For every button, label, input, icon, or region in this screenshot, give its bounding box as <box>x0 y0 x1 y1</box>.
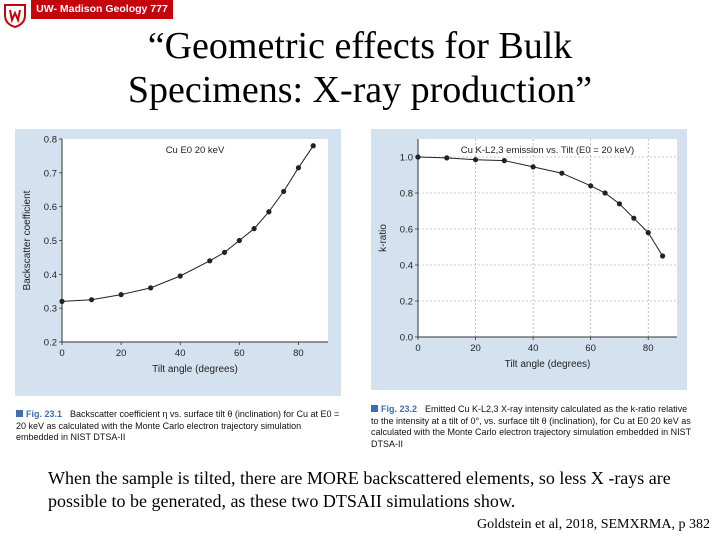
x-axis-label: Tilt angle (degrees) <box>505 359 591 370</box>
data-point <box>530 164 536 170</box>
plot-area <box>62 139 328 342</box>
chart-title: Cu E0 20 keV <box>166 145 225 156</box>
y-tick-label: 1.0 <box>400 153 413 164</box>
caption-number: Fig. 23.1 <box>26 409 63 419</box>
caption-number: Fig. 23.2 <box>381 404 418 414</box>
data-point <box>501 158 507 164</box>
data-point <box>281 188 287 195</box>
y-tick-label: 0.3 <box>44 304 57 315</box>
brand-banner: UW- Madison Geology 777 <box>31 0 173 19</box>
caption-bullet-icon <box>371 405 378 412</box>
caption-text: Emitted Cu K-L2,3 X-ray intensity calcul… <box>371 404 691 449</box>
data-point <box>59 298 65 304</box>
y-tick-label: 0.6 <box>400 225 413 236</box>
title-line-2: Specimens: X-ray production” <box>127 69 593 111</box>
chart-backscatter-svg: Cu E0 20 keV 0.2 0.3 0.4 0.5 0.6 0.7 0.8 0 20 40 60… <box>22 135 328 375</box>
caption-text: Backscatter coefficient η vs. surface ti… <box>16 409 340 442</box>
plot-area <box>418 139 677 337</box>
data-point <box>660 253 666 259</box>
x-tick-label: 20 <box>470 343 481 354</box>
data-point <box>118 292 124 298</box>
y-tick-label: 0.7 <box>44 168 57 179</box>
y-tick-label: 0.6 <box>44 202 57 213</box>
slide-title: “Geometric effects for Bulk Specimens: X… <box>40 24 680 112</box>
data-point <box>588 183 594 189</box>
data-point <box>310 143 316 149</box>
series-line <box>417 156 664 257</box>
y-tick-label: 0.5 <box>44 236 57 247</box>
chart-k-ratio-svg: Cu K-L2,3 emission vs. Tilt (E0 = 20 keV… <box>378 139 677 370</box>
x-tick-label: 20 <box>116 348 127 359</box>
crest-icon <box>4 4 26 28</box>
caption-fig-23-2: Fig. 23.2 Emitted Cu K-L2,3 X-ray intensi… <box>371 404 691 450</box>
data-point <box>177 273 183 279</box>
chart-title: Cu K-L2,3 emission vs. Tilt (E0 = 20 keV… <box>461 145 634 156</box>
caption-fig-23-1: Fig. 23.1 Backscatter coefficient η vs. s… <box>16 409 346 444</box>
data-point <box>88 297 95 303</box>
x-tick-label: 80 <box>643 343 654 354</box>
y-tick-label: 0.2 <box>400 297 413 308</box>
caption-bullet-icon <box>16 410 23 417</box>
data-point <box>295 165 302 171</box>
data-point <box>631 215 637 221</box>
data-point <box>251 226 257 232</box>
x-tick-label: 0 <box>59 348 64 359</box>
data-point <box>221 249 228 255</box>
x-tick-label: 0 <box>415 343 420 354</box>
data-point <box>266 209 272 215</box>
y-axis-label: Backscatter coefficient <box>22 190 33 290</box>
data-point <box>645 230 651 236</box>
y-tick-label: 0.0 <box>400 333 413 344</box>
x-tick-label: 60 <box>234 348 245 359</box>
y-tick-label: 0.2 <box>44 338 57 349</box>
x-tick-label: 40 <box>175 348 186 359</box>
y-tick-label: 0.4 <box>44 270 57 281</box>
y-tick-label: 0.4 <box>400 261 413 272</box>
data-point <box>415 154 421 160</box>
x-tick-label: 60 <box>585 343 596 354</box>
data-point <box>148 285 154 291</box>
x-tick-label: 40 <box>528 343 539 354</box>
chart-backscatter: Cu E0 20 keV 0.2 0.3 0.4 0.5 0.6 0.7 0.8 0 20 40 60… <box>15 129 341 396</box>
data-point <box>236 237 242 244</box>
data-point <box>444 155 450 161</box>
data-point <box>559 170 565 176</box>
body-text: When the sample is tilted, there are MOR… <box>48 468 671 511</box>
data-point <box>207 258 213 264</box>
y-tick-label: 0.8 <box>400 189 413 200</box>
data-point <box>616 201 623 207</box>
y-tick-label: 0.8 <box>44 135 57 146</box>
data-point <box>602 190 608 196</box>
citation: Goldstein et al, 2018, SEMXRMA, p 382 <box>477 517 710 532</box>
x-axis-label: Tilt angle (degrees) <box>152 364 238 375</box>
title-line-1: “Geometric effects for Bulk <box>147 25 573 67</box>
y-axis-label: k-ratio <box>378 224 389 252</box>
data-point <box>472 157 479 163</box>
x-tick-label: 80 <box>293 348 304 359</box>
chart-k-ratio: Cu K-L2,3 emission vs. Tilt (E0 = 20 keV… <box>371 129 687 390</box>
